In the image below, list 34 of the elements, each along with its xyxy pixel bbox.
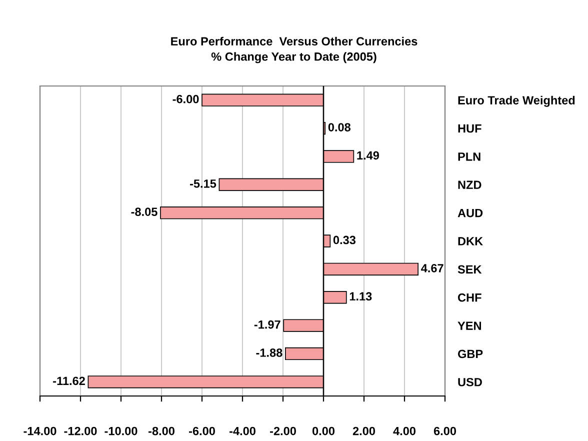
data-label: -1.88 (256, 348, 282, 357)
y-tick-label: NZD (458, 180, 482, 189)
y-tick-label: YEN (458, 322, 481, 330)
x-tick-label: -2.00 (270, 426, 296, 436)
data-label: 1.49 (357, 151, 379, 160)
data-label: 0.33 (333, 236, 356, 244)
data-label: 0.08 (328, 123, 351, 132)
data-label: -8.05 (131, 208, 158, 216)
data-label: 1.13 (350, 292, 372, 301)
x-tick-label: -12.00 (64, 426, 97, 436)
x-tick-label: -4.00 (230, 426, 256, 436)
x-tick-label: -10.00 (104, 426, 138, 436)
y-tick-label: USD (458, 378, 482, 386)
x-tick-label: -8.00 (148, 426, 174, 436)
y-tick-label: HUF (458, 124, 482, 133)
y-tick-label: CHF (458, 293, 482, 302)
data-label: -1.97 (254, 320, 280, 329)
x-tick-label: 6.00 (434, 426, 456, 436)
data-label: -5.15 (190, 180, 216, 188)
y-tick-label: Euro Trade Weighted (458, 96, 575, 107)
data-label: 4.67 (421, 264, 444, 272)
x-tick-label: 0.00 (312, 426, 335, 436)
y-tick-label: DKK (458, 237, 483, 246)
x-tick-label: 4.00 (393, 426, 416, 436)
x-tick-label: -14.00 (24, 426, 56, 436)
y-tick-label: AUD (458, 208, 483, 218)
y-tick-label: PLN (458, 152, 480, 161)
x-tick-label: -6.00 (189, 426, 215, 436)
y-tick-label: GBP (458, 350, 483, 358)
y-tick-label: SEK (458, 265, 482, 274)
chart-title: Euro Performance Versus Other Currencies % Change Year to Date (2005) (171, 36, 418, 64)
x-tick-label: 2.00 (352, 426, 376, 436)
data-label: -11.62 (53, 376, 85, 386)
data-label: -6.00 (172, 94, 199, 104)
